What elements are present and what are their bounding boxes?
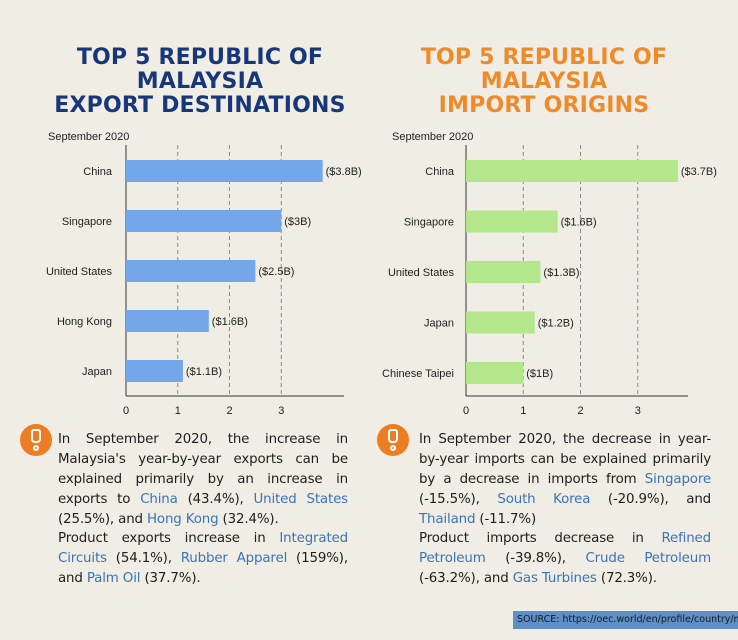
import-note-text: (72.3%). bbox=[596, 571, 657, 586]
import-value-label: ($1.3B) bbox=[543, 267, 579, 279]
import-note-thailand: Thailand bbox=[419, 512, 476, 527]
export-note-china: China bbox=[140, 492, 178, 507]
import-note-paragraph-2: Product imports decrease in Refined Petr… bbox=[419, 529, 711, 589]
import-bar-china bbox=[466, 160, 678, 182]
import-category-label: Singapore bbox=[404, 217, 454, 229]
export-note-text: (43.4%), bbox=[177, 492, 254, 507]
import-note-south-korea: South Korea bbox=[497, 492, 591, 507]
import-note-refined-petroleum: Refined Petroleum bbox=[419, 531, 711, 566]
export-note-text: (54.1%), bbox=[106, 551, 181, 566]
export-note-text: Product exports increase in bbox=[58, 531, 280, 546]
import-bar-united-states bbox=[466, 261, 541, 283]
import-x-tick-label: 2 bbox=[577, 405, 583, 417]
export-note-rubber-apparel: Rubber Apparel bbox=[180, 551, 288, 566]
import-title: TOP 5 REPUBLIC OF MALAYSIA IMPORT ORIGIN… bbox=[344, 46, 738, 118]
export-note-text: (37.7%). bbox=[140, 571, 201, 586]
import-bar-singapore bbox=[466, 210, 558, 233]
export-bar-china bbox=[126, 160, 323, 182]
export-note-text: (159%), and bbox=[58, 551, 348, 586]
export-category-label: China bbox=[83, 166, 113, 178]
import-note-paragraph-1: In September 2020, the decrease in year-… bbox=[419, 430, 711, 530]
export-note-integrated-circuits: Integrated Circuits bbox=[58, 531, 348, 566]
export-note-text: (25.5%), and bbox=[58, 512, 147, 527]
export-title-line-2: MALAYSIA bbox=[136, 69, 264, 94]
export-value-label: ($1.6B) bbox=[212, 316, 248, 328]
export-note-text: In September 2020, the increase in Malay… bbox=[58, 432, 348, 507]
import-period: September 2020 bbox=[392, 131, 474, 143]
import-note-gas-turbines: Gas Turbines bbox=[512, 571, 597, 586]
export-category-label: Singapore bbox=[62, 216, 112, 228]
export-category-label: Japan bbox=[82, 366, 112, 378]
export-bar-chart: 0 1 2 3 China ($3.8B) Singapore ($3B) United Sta… bbox=[46, 145, 362, 417]
export-bar-united-states bbox=[126, 260, 256, 282]
export-note-united-states: United States bbox=[253, 492, 349, 507]
import-value-label: ($3.7B) bbox=[681, 166, 717, 178]
import-title-line-2: MALAYSIA bbox=[480, 69, 608, 94]
export-category-label: United States bbox=[46, 266, 113, 278]
export-x-tick-label: 0 bbox=[123, 405, 129, 417]
import-note-text: (-11.7%) bbox=[475, 512, 537, 527]
import-note-text: (-63.2%), and bbox=[419, 571, 513, 586]
export-note-hong-kong: Hong Kong bbox=[147, 512, 219, 527]
export-x-tick-label: 2 bbox=[226, 405, 232, 417]
import-value-label: ($1.2B) bbox=[538, 318, 574, 330]
import-note-text: In September 2020, the decrease in year-… bbox=[419, 432, 711, 487]
import-bar-chinese-taipei bbox=[466, 362, 524, 384]
import-bar-japan bbox=[466, 311, 535, 334]
import-note-text: Product imports decrease in bbox=[419, 531, 662, 546]
import-value-label: ($1B) bbox=[526, 368, 553, 380]
import-alert-icon bbox=[377, 424, 409, 456]
import-value-label: ($1.6B) bbox=[561, 217, 597, 229]
source-link[interactable]: SOURCE: https://oec.world/en/profile/cou… bbox=[513, 611, 738, 629]
export-x-tick-label: 3 bbox=[278, 405, 284, 417]
export-note-text: (32.4%). bbox=[218, 512, 279, 527]
import-category-label: China bbox=[425, 166, 455, 178]
export-title-line-1: TOP 5 REPUBLIC OF bbox=[76, 45, 324, 70]
import-category-label: Japan bbox=[424, 318, 454, 330]
import-category-label: Chinese Taipei bbox=[382, 368, 454, 380]
import-x-tick-label: 1 bbox=[520, 405, 526, 417]
import-x-tick-label: 0 bbox=[463, 405, 469, 417]
export-bar-singapore bbox=[126, 210, 282, 232]
export-value-label: ($3B) bbox=[284, 216, 311, 228]
export-title-line-3: EXPORT DESTINATIONS bbox=[54, 93, 346, 118]
export-category-label: Hong Kong bbox=[57, 316, 112, 328]
import-note-text: (-20.9%), and bbox=[590, 492, 712, 507]
export-bar-hong-kong bbox=[126, 310, 209, 332]
export-note-paragraph-2: Product exports increase in Integrated C… bbox=[58, 529, 348, 589]
export-x-tick-label: 1 bbox=[175, 405, 181, 417]
import-note-text: (-39.8%), bbox=[485, 551, 586, 566]
export-alert-icon bbox=[20, 424, 52, 456]
import-x-tick-label: 3 bbox=[635, 405, 641, 417]
export-note-palm-oil: Palm Oil bbox=[86, 571, 141, 586]
import-title-line-3: IMPORT ORIGINS bbox=[438, 93, 650, 118]
import-category-label: United States bbox=[388, 267, 455, 279]
export-value-label: ($3.8B) bbox=[326, 166, 362, 178]
import-note-text: (-15.5%), bbox=[419, 492, 498, 507]
import-note-crude-petroleum: Crude Petroleum bbox=[585, 551, 711, 566]
export-value-label: ($1.1B) bbox=[186, 366, 222, 378]
import-note-singapore: Singapore bbox=[644, 472, 711, 487]
export-title: TOP 5 REPUBLIC OF MALAYSIA EXPORT DESTIN… bbox=[0, 46, 400, 118]
export-note-paragraph-1: In September 2020, the increase in Malay… bbox=[58, 430, 348, 530]
export-period: September 2020 bbox=[48, 131, 130, 143]
export-value-label: ($2.5B) bbox=[258, 266, 294, 278]
import-title-line-1: TOP 5 REPUBLIC OF bbox=[420, 45, 668, 70]
export-bar-japan bbox=[126, 360, 183, 382]
import-bar-chart: 0 1 2 3 China ($3.7B) Singapore ($1.6B) United S… bbox=[382, 145, 717, 417]
